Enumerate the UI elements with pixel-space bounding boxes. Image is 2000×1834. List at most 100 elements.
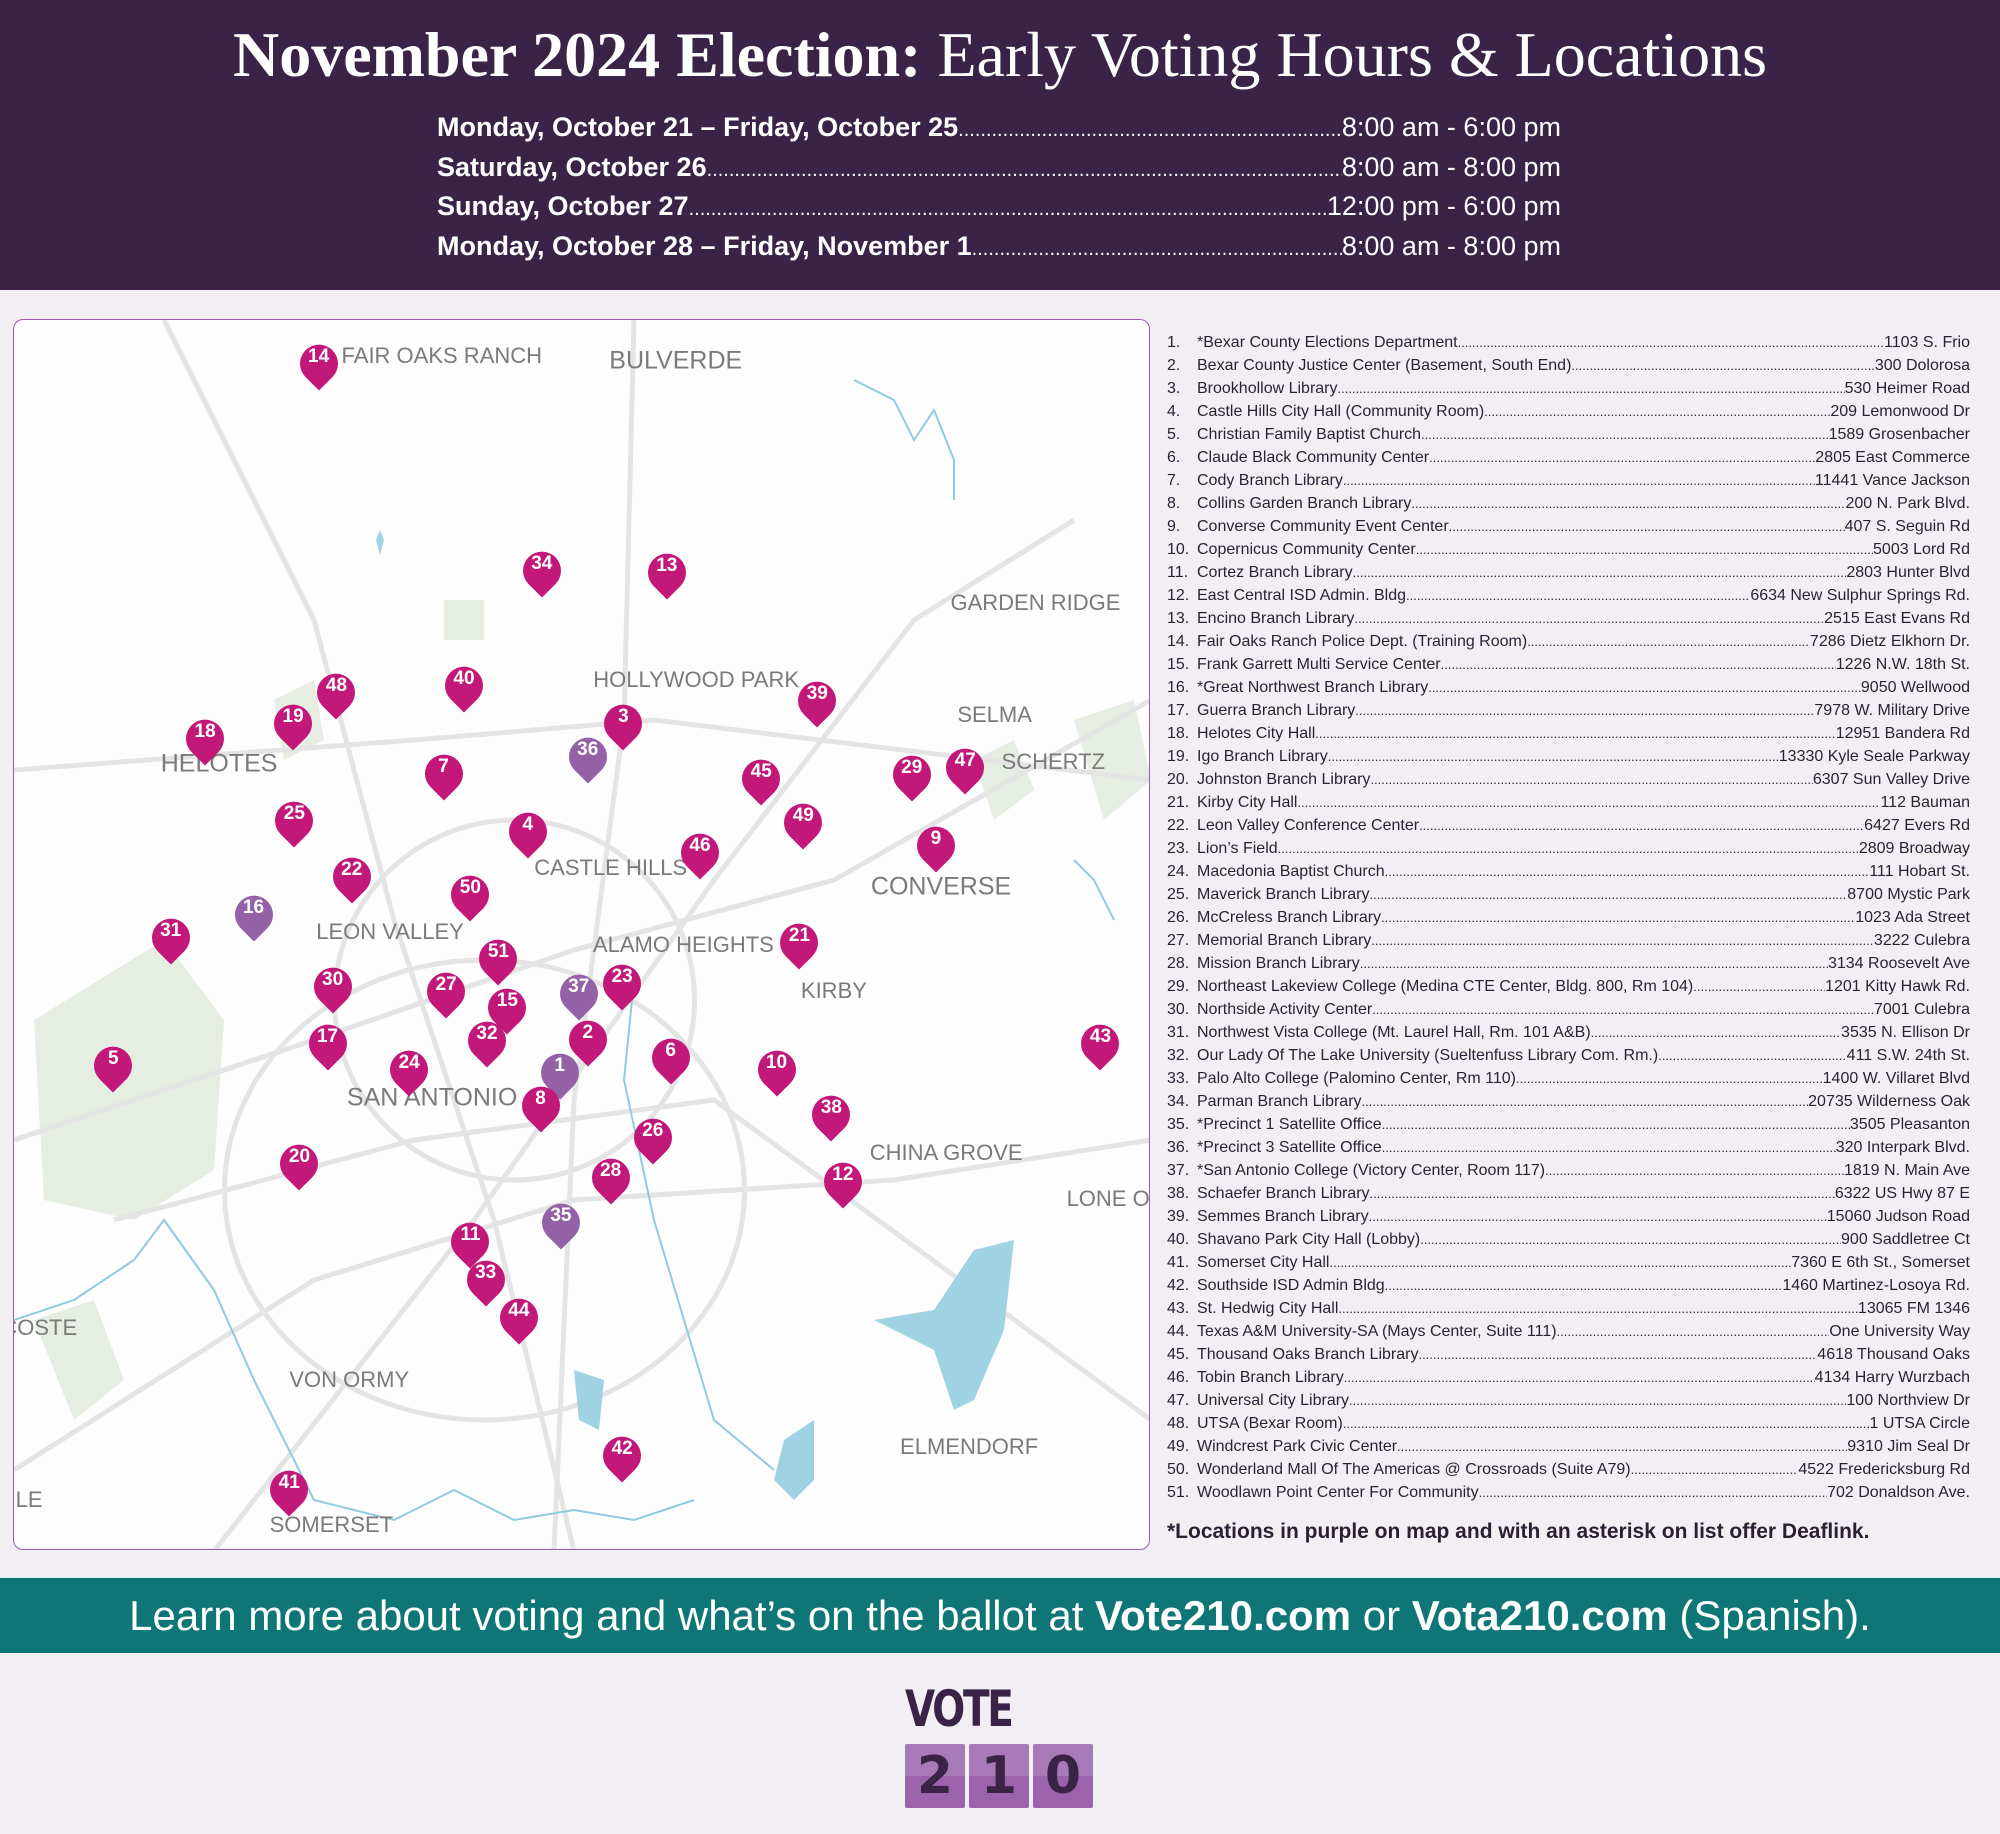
map-pin[interactable]: 29 [884, 747, 939, 802]
list-item[interactable]: 47. Universal City Library 100 Northview D… [1167, 1392, 1970, 1415]
map-pin-deaflink[interactable]: 37 [551, 967, 606, 1021]
map-pin[interactable]: 3 [596, 696, 651, 751]
map-pin-deaflink[interactable]: 36 [560, 729, 615, 784]
locations-map[interactable]: FAIR OAKS RANCH BULVERDE GARDEN RIDGE HOLLY… [13, 319, 1150, 1550]
map-pin[interactable]: 24 [382, 1042, 437, 1097]
map-pin[interactable]: 41 [262, 1463, 317, 1517]
list-item[interactable]: 1. *Bexar County Elections Department 1103… [1167, 334, 1970, 357]
list-item[interactable]: 51. Woodlawn Point Center For Community 70… [1167, 1484, 1970, 1507]
list-item[interactable]: 44. Texas A&M University-SA (Mays Center,… [1167, 1323, 1970, 1346]
list-item[interactable]: 22. Leon Valley Conference Center 6427 Eve… [1167, 817, 1970, 840]
list-item[interactable]: 12. East Central ISD Admin. Bldg 6634 New … [1167, 587, 1970, 610]
list-item[interactable]: 38. Schaefer Branch Library 6322 US Hwy 87… [1167, 1185, 1970, 1208]
list-item[interactable]: 18. Helotes City Hall 12951 Bandera Rd [1167, 725, 1970, 748]
list-item[interactable]: 29. Northeast Lakeview College (Medina CT… [1167, 978, 1970, 1001]
list-item[interactable]: 6. Claude Black Community Center 2805 East… [1167, 449, 1970, 472]
map-pin[interactable]: 49 [776, 796, 831, 850]
list-item[interactable]: 7. Cody Branch Library 11441 Vance Jackson [1167, 472, 1970, 495]
list-item[interactable]: 3. Brookhollow Library 530 Heimer Road [1167, 380, 1970, 403]
list-item[interactable]: 4. Castle Hills City Hall (Community Room… [1167, 403, 1970, 426]
map-pin[interactable]: 20 [272, 1136, 327, 1191]
list-item[interactable]: 10. Copernicus Community Center 5003 Lord … [1167, 541, 1970, 564]
map-pin[interactable]: 14 [291, 336, 346, 391]
map-pin[interactable]: 6 [643, 1030, 698, 1085]
map-pin[interactable]: 10 [749, 1042, 804, 1097]
list-item[interactable]: 40. Shavano Park City Hall (Lobby) 900 Sad… [1167, 1231, 1970, 1254]
list-item[interactable]: 43. St. Hedwig City Hall 13065 FM 1346 [1167, 1300, 1970, 1323]
list-item[interactable]: 37. *San Antonio College (Victory Center,… [1167, 1162, 1970, 1185]
list-item[interactable]: 46. Tobin Branch Library 4134 Harry Wurzba… [1167, 1369, 1970, 1392]
map-pin[interactable]: 22 [324, 849, 379, 904]
map-pin[interactable]: 48 [309, 666, 364, 720]
map-pin-deaflink[interactable]: 16 [226, 887, 281, 942]
map-pin[interactable]: 23 [595, 956, 650, 1011]
list-item[interactable]: 48. UTSA (Bexar Room) 1 UTSA Circle [1167, 1415, 1970, 1438]
map-pin[interactable]: 26 [625, 1111, 680, 1165]
map-pin[interactable]: 43 [1073, 1016, 1128, 1071]
list-item[interactable]: 14. Fair Oaks Ranch Police Dept. (Trainin… [1167, 633, 1970, 656]
map-pin[interactable]: 11 [443, 1214, 498, 1269]
map-pin[interactable]: 8 [513, 1079, 568, 1134]
map-pin[interactable]: 44 [491, 1291, 546, 1345]
map-pin-deaflink[interactable]: 1 [532, 1046, 587, 1100]
list-item[interactable]: 9. Converse Community Event Center 407 S. … [1167, 518, 1970, 541]
map-pin[interactable]: 25 [267, 793, 322, 848]
list-item[interactable]: 23. Lion’s Field 2809 Broadway [1167, 840, 1970, 863]
map-pin-deaflink[interactable]: 35 [534, 1195, 588, 1250]
list-item[interactable]: 24. Macedonia Baptist Church 111 Hobart St… [1167, 863, 1970, 886]
list-item[interactable]: 41. Somerset City Hall 7360 E 6th St., Som… [1167, 1254, 1970, 1277]
map-pin[interactable]: 9 [909, 819, 963, 873]
map-pin[interactable]: 27 [419, 964, 474, 1019]
list-item[interactable]: 20. Johnston Branch Library 6307 Sun Valle… [1167, 771, 1970, 794]
list-item[interactable]: 13. Encino Branch Library 2515 East Evans … [1167, 610, 1970, 633]
map-pin[interactable]: 34 [514, 543, 569, 598]
map-pin[interactable]: 4 [500, 805, 555, 859]
list-item[interactable]: 5. Christian Family Baptist Church 1589 Gr… [1167, 426, 1970, 449]
map-pin[interactable]: 45 [734, 751, 789, 806]
map-pin[interactable]: 17 [300, 1016, 355, 1071]
list-item[interactable]: 11. Cortez Branch Library 2803 Hunter Blvd [1167, 564, 1970, 587]
list-item[interactable]: 35. *Precinct 1 Satellite Office 3505 Plea… [1167, 1116, 1970, 1139]
map-pin[interactable]: 32 [460, 1014, 514, 1068]
map-pin[interactable]: 28 [583, 1150, 638, 1205]
list-item[interactable]: 19. Igo Branch Library 13330 Kyle Seale Pa… [1167, 748, 1970, 771]
map-pin[interactable]: 15 [480, 981, 535, 1035]
map-pin[interactable]: 30 [305, 959, 360, 1014]
map-pin[interactable]: 40 [437, 658, 491, 713]
list-item[interactable]: 15. Frank Garrett Multi Service Center 122… [1167, 656, 1970, 679]
list-item[interactable]: 32. Our Lady Of The Lake University (Suel… [1167, 1047, 1970, 1070]
list-item[interactable]: 39. Semmes Branch Library 15060 Judson Roa… [1167, 1208, 1970, 1231]
map-pin[interactable]: 2 [560, 1012, 615, 1067]
list-item[interactable]: 17. Guerra Branch Library 7978 W. Military… [1167, 702, 1970, 725]
map-pin[interactable]: 12 [815, 1154, 870, 1209]
map-pin[interactable]: 19 [266, 696, 320, 751]
list-item[interactable]: 25. Maverick Branch Library 8700 Mystic Pa… [1167, 886, 1970, 909]
list-item[interactable]: 16. *Great Northwest Branch Library 9050 W… [1167, 679, 1970, 702]
list-item[interactable]: 2. Bexar County Justice Center (Basement,… [1167, 357, 1970, 380]
list-item[interactable]: 42. Southside ISD Admin Bldg 1460 Martinez… [1167, 1277, 1970, 1300]
map-pin[interactable]: 33 [458, 1252, 513, 1307]
map-pin[interactable]: 50 [443, 867, 498, 922]
list-item[interactable]: 36. *Precinct 3 Satellite Office 320 Inter… [1167, 1139, 1970, 1162]
map-pin[interactable]: 38 [804, 1088, 859, 1142]
map-pin[interactable]: 47 [938, 741, 993, 795]
vota210-link[interactable]: Vota210.com [1411, 1592, 1668, 1639]
list-item[interactable]: 33. Palo Alto College (Palomino Center, R… [1167, 1070, 1970, 1093]
map-pin[interactable]: 21 [772, 916, 827, 970]
list-item[interactable]: 49. Windcrest Park Civic Center 9310 Jim S… [1167, 1438, 1970, 1461]
list-item[interactable]: 45. Thousand Oaks Branch Library 4618 Thou… [1167, 1346, 1970, 1369]
list-item[interactable]: 30. Northside Activity Center 7001 Culebra [1167, 1001, 1970, 1024]
list-item[interactable]: 26. McCreless Branch Library 1023 Ada Stre… [1167, 909, 1970, 932]
list-item[interactable]: 50. Wonderland Mall Of The Americas @ Cro… [1167, 1461, 1970, 1484]
list-item[interactable]: 27. Memorial Branch Library 3222 Culebra [1167, 932, 1970, 955]
list-item[interactable]: 21. Kirby City Hall 112 Bauman [1167, 794, 1970, 817]
list-item[interactable]: 31. Northwest Vista College (Mt. Laurel H… [1167, 1024, 1970, 1047]
map-pin[interactable]: 39 [790, 673, 845, 728]
map-pin[interactable]: 51 [471, 931, 526, 986]
map-pin[interactable]: 42 [595, 1428, 650, 1483]
vote210-link[interactable]: Vote210.com [1095, 1592, 1352, 1639]
map-pin[interactable]: 7 [416, 746, 471, 801]
map-pin[interactable]: 31 [143, 910, 198, 965]
map-pin[interactable]: 5 [86, 1038, 141, 1093]
list-item[interactable]: 8. Collins Garden Branch Library 200 N. Pa… [1167, 495, 1970, 518]
